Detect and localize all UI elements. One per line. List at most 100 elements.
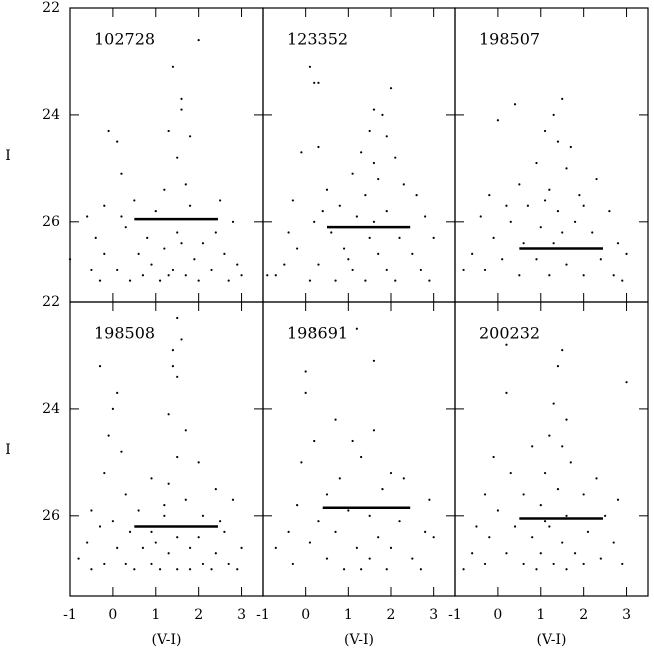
star-point — [308, 279, 312, 282]
star-point — [171, 365, 175, 368]
star-point — [573, 552, 577, 555]
star-point — [462, 568, 465, 571]
star-point — [154, 541, 157, 544]
star-point — [556, 140, 560, 143]
star-point — [197, 536, 200, 539]
x-tick-label: 1 — [151, 607, 160, 623]
star-point — [368, 514, 371, 517]
star-point — [599, 258, 602, 261]
star-point — [492, 455, 495, 459]
star-point — [368, 129, 371, 133]
star-point — [287, 530, 290, 533]
star-point — [128, 530, 132, 533]
panel-frame — [454, 301, 649, 597]
star-point — [308, 541, 312, 544]
star-point — [424, 215, 427, 218]
star-point — [167, 552, 170, 555]
star-point — [582, 562, 585, 566]
star-point — [231, 498, 235, 501]
star-point — [561, 97, 564, 100]
star-point — [471, 252, 474, 255]
panel-label: 198508 — [94, 324, 155, 343]
star-point — [188, 568, 192, 571]
star-point — [188, 546, 192, 549]
star-point — [505, 204, 508, 207]
star-point — [488, 193, 491, 197]
star-point — [266, 274, 269, 277]
star-point — [90, 509, 93, 512]
star-point — [98, 279, 102, 282]
y-tick-label: 22 — [42, 294, 60, 310]
star-point — [531, 536, 534, 539]
star-point — [116, 140, 119, 143]
star-point — [188, 204, 192, 207]
star-point — [86, 215, 89, 218]
x-axis-label: (V-I) — [344, 632, 374, 648]
star-point — [201, 562, 205, 566]
star-point — [556, 365, 560, 368]
y-axis-label: I — [5, 442, 11, 458]
star-point — [415, 193, 418, 197]
star-point — [543, 520, 547, 523]
star-point — [300, 151, 303, 154]
star-point — [197, 461, 200, 464]
star-point — [94, 236, 97, 239]
star-point — [325, 188, 329, 191]
star-point — [330, 231, 333, 234]
star-point — [377, 177, 380, 181]
star-point — [176, 536, 179, 539]
star-point — [505, 343, 508, 346]
star-point — [385, 568, 388, 571]
star-point — [432, 236, 435, 239]
star-point — [505, 552, 508, 555]
star-point — [539, 226, 542, 229]
star-point — [565, 568, 568, 571]
star-point — [591, 231, 594, 234]
star-point — [90, 568, 93, 571]
star-point — [389, 471, 393, 475]
star-point — [120, 215, 123, 218]
y-tick-label: 24 — [42, 107, 60, 123]
star-point — [120, 172, 123, 175]
y-tick-label: 24 — [42, 401, 60, 417]
star-point — [595, 477, 598, 480]
star-point — [98, 525, 102, 528]
star-point — [68, 258, 72, 261]
star-point — [116, 546, 119, 549]
star-point — [428, 279, 431, 282]
star-point — [342, 247, 346, 250]
star-point — [501, 258, 504, 261]
star-point — [513, 525, 517, 528]
star-point — [304, 370, 307, 373]
star-point — [569, 145, 572, 149]
star-point — [355, 327, 358, 330]
star-point — [381, 487, 384, 491]
star-point — [509, 220, 512, 223]
star-point — [488, 536, 491, 539]
star-point — [219, 520, 222, 523]
star-point — [539, 552, 542, 555]
star-point — [210, 268, 213, 272]
star-point — [150, 477, 153, 480]
x-tick-label: 1 — [344, 607, 353, 623]
x-tick-label: 2 — [194, 607, 203, 623]
star-point — [193, 258, 196, 261]
star-point — [616, 498, 620, 501]
star-point — [479, 215, 482, 218]
star-point — [471, 552, 474, 555]
x-tick-label: 3 — [622, 607, 631, 623]
star-point — [201, 514, 205, 517]
panel-label: 102728 — [94, 30, 155, 49]
star-point — [163, 247, 166, 250]
star-point — [505, 391, 508, 394]
y-axis-label: I — [5, 148, 11, 164]
x-tick-label: 3 — [429, 607, 438, 623]
star-point — [317, 520, 320, 523]
star-point — [364, 279, 367, 282]
star-point — [120, 450, 123, 453]
star-point — [573, 220, 577, 223]
star-point — [398, 236, 401, 239]
star-point — [313, 220, 316, 223]
star-point — [240, 546, 243, 549]
star-point — [141, 546, 145, 549]
